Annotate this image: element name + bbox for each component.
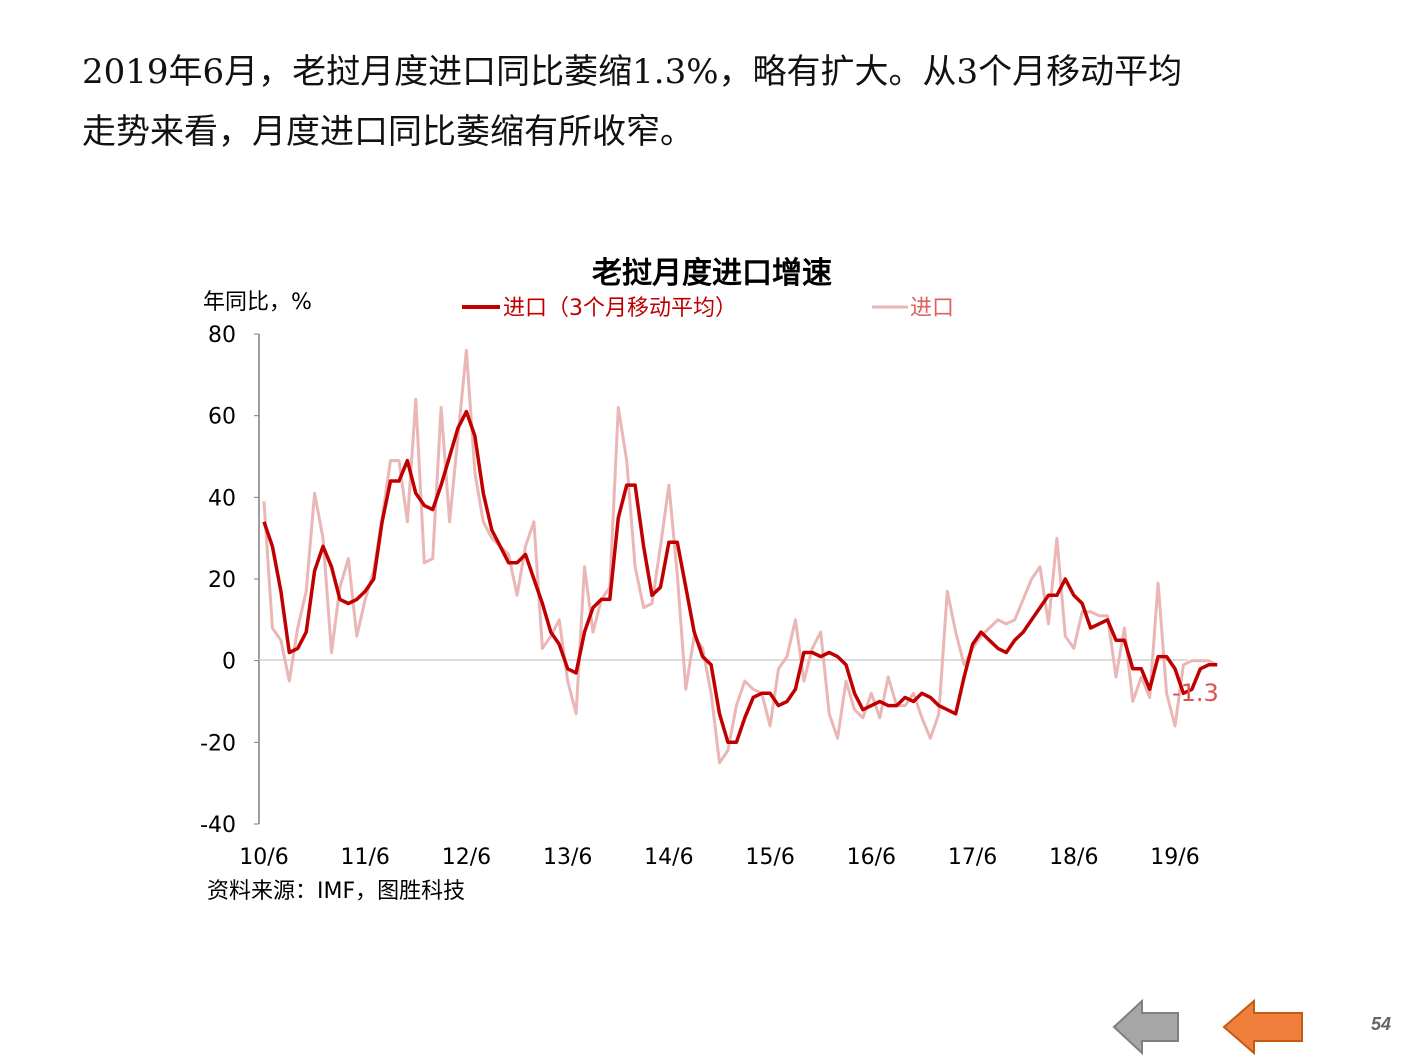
y-tick-label: 40: [208, 486, 236, 511]
y-tick-label: 60: [208, 405, 236, 430]
y-tick-label: 0: [222, 650, 236, 675]
headline-line-2: 走势来看，月度进口同比萎缩有所收窄。: [82, 112, 694, 152]
x-tick-label: 18/6: [1049, 845, 1098, 870]
headline-line-1: 2019年6月，老挝月度进口同比萎缩1.3%，略有扩大。从3个月移动平均: [82, 52, 1183, 92]
chart: 老挝月度进口增速 年同比，% 进口（3个月移动平均） 进口 80 60 40 20 0 -…: [200, 256, 1219, 904]
home-arrow-icon: [1222, 998, 1303, 1056]
x-tick-label: 19/6: [1150, 845, 1199, 870]
back-arrow-icon: [1112, 998, 1179, 1056]
y-tick-label: 80: [208, 323, 236, 348]
legend: 进口（3个月移动平均） 进口: [462, 296, 954, 321]
headline: 2019年6月，老挝月度进口同比萎缩1.3%，略有扩大。从3个月移动平均 走势来…: [82, 42, 1342, 162]
chart-title: 老挝月度进口增速: [592, 256, 832, 291]
page-number: 54: [1370, 1014, 1391, 1034]
legend-label-main: 进口（3个月移动平均）: [503, 296, 737, 321]
x-tick-label: 13/6: [543, 845, 592, 870]
x-tick-label: 16/6: [847, 845, 896, 870]
source-note: 资料来源：IMF，图胜科技: [207, 879, 465, 904]
back-arrow-button[interactable]: [1112, 998, 1182, 1056]
y-ticks: 80 60 40 20 0 -20 -40: [200, 323, 259, 838]
x-tick-label: 15/6: [745, 845, 794, 870]
x-ticks: 10/6 11/6 12/6 13/6 14/6 15/6 16/6 17/6 18/6 19/6: [239, 845, 1199, 870]
x-tick-label: 14/6: [644, 845, 693, 870]
x-tick-label: 17/6: [948, 845, 997, 870]
y-axis-label: 年同比，%: [203, 290, 312, 315]
y-tick-label: 20: [208, 568, 236, 593]
last-value-label: -1.3: [1172, 679, 1219, 707]
y-tick-label: -20: [200, 731, 236, 756]
x-tick-label: 11/6: [341, 845, 390, 870]
x-tick-label: 12/6: [442, 845, 491, 870]
home-arrow-button[interactable]: [1222, 998, 1306, 1056]
legend-label-raw: 进口: [910, 296, 954, 321]
series-line-raw: [262, 348, 1218, 765]
y-tick-label: -40: [200, 813, 236, 838]
series-line-main: [262, 409, 1218, 745]
x-tick-label: 10/6: [239, 845, 288, 870]
